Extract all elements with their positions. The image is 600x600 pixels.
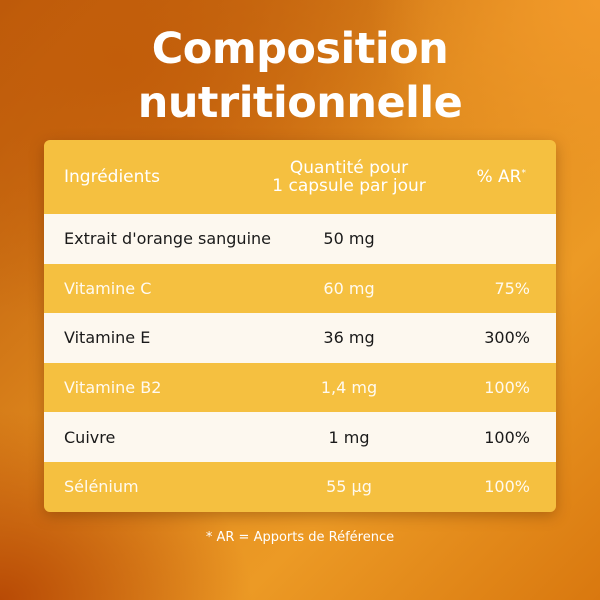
row-ingredient: Extrait d'orange sanguine — [64, 229, 271, 249]
nutrition-table: Ingrédients Quantité pour 1 capsule par … — [44, 140, 556, 512]
row-quantity: 1,4 mg — [320, 378, 378, 398]
row-quantity: 36 mg — [323, 328, 375, 348]
row-ar: 100% — [484, 477, 530, 497]
table-row: Extrait d'orange sanguine 50 mg — [44, 214, 556, 264]
row-ar: 75% — [494, 278, 530, 298]
row-ar: 100% — [484, 427, 530, 447]
row-ingredient: Cuivre — [64, 427, 116, 447]
header-ar: % AR* — [434, 167, 556, 187]
row-ingredient: Sélénium — [64, 477, 139, 497]
row-ingredient: Vitamine C — [64, 278, 152, 298]
row-ingredient: Vitamine B2 — [64, 378, 162, 398]
row-ingredient: Vitamine E — [64, 328, 151, 348]
header-ingredient: Ingrédients — [64, 167, 160, 187]
row-quantity: 50 mg — [323, 229, 375, 249]
footnote: * AR = Apports de Référence — [205, 530, 395, 545]
row-quantity: 1 mg — [328, 427, 370, 447]
table-header: Ingrédients Quantité pour 1 capsule par … — [44, 140, 556, 214]
header-quantity: Quantité pour 1 capsule par jour — [264, 159, 434, 195]
row-quantity: 60 mg — [323, 278, 375, 298]
title-line-1: Composition — [151, 24, 449, 74]
table-row: Sélénium 55 µg 100% — [44, 461, 556, 512]
table-row: Cuivre 1 mg 100% — [44, 412, 556, 462]
header-ar-mark: * — [521, 168, 527, 179]
table-row: Vitamine B2 1,4 mg 100% — [44, 362, 556, 413]
row-ar: 300% — [484, 328, 530, 348]
page-title: Composition nutritionnelle — [0, 22, 600, 130]
table-row: Vitamine C 60 mg 75% — [44, 263, 556, 314]
row-ar: 100% — [484, 378, 530, 398]
header-quantity-line-2: 1 capsule par jour — [272, 176, 426, 196]
header-ar-label: % AR — [476, 167, 522, 187]
row-quantity: 55 µg — [326, 477, 372, 497]
header-quantity-line-1: Quantité pour — [289, 158, 409, 178]
title-line-2: nutritionnelle — [137, 78, 463, 128]
table-row: Vitamine E 36 mg 300% — [44, 313, 556, 363]
